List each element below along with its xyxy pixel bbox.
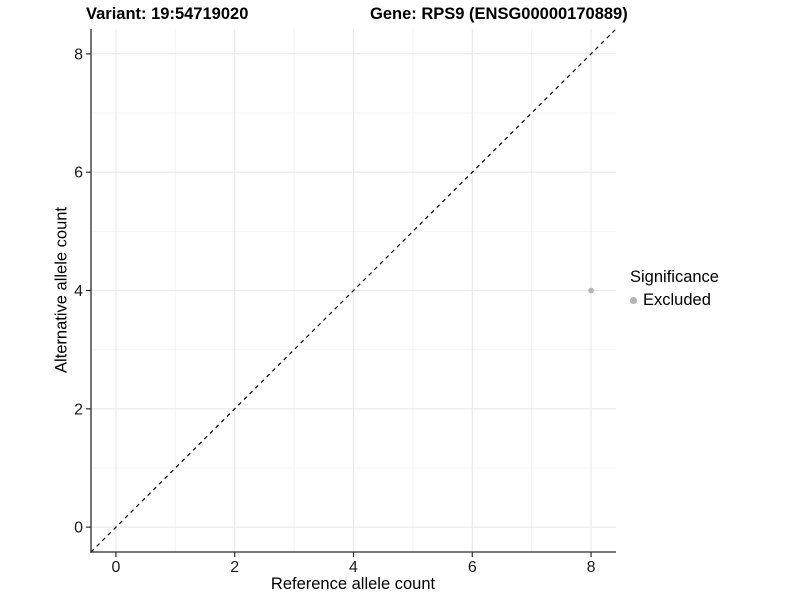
x-tick-label: 0 [111,559,120,576]
x-tick-label: 8 [587,559,596,576]
y-tick-label: 4 [74,283,83,300]
y-tick-label: 0 [74,520,83,537]
x-tick-label: 6 [468,559,477,576]
y-tick-label: 2 [74,401,83,418]
gene-title: Gene: RPS9 (ENSG00000170889) [370,5,628,23]
variant-title: Variant: 19:54719020 [86,5,249,23]
y-tick-label: 8 [74,46,83,63]
legend-title: Significance [630,268,719,286]
x-tick-label: 2 [230,559,239,576]
legend-entry-label: Excluded [643,291,711,309]
x-tick-label: 4 [349,559,358,576]
legend-entry-excluded: Excluded [630,291,719,309]
y-tick-label: 6 [74,165,83,182]
excluded-point-icon [630,296,637,304]
x-axis-title: Reference allele count [270,575,436,593]
legend: Significance Excluded [630,268,719,309]
identity-line [90,28,617,553]
data-point-excluded [588,287,594,294]
